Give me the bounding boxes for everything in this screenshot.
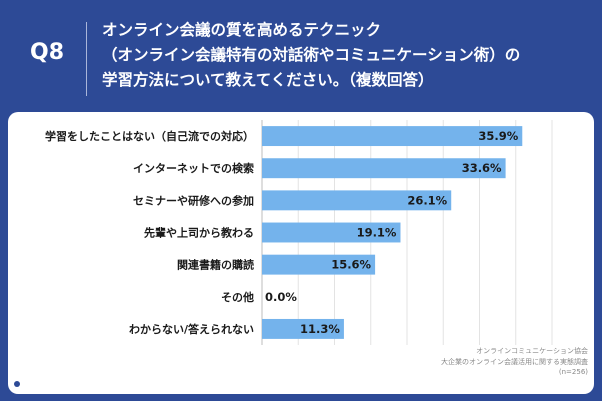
source-line: (n=256) (558, 368, 588, 376)
value-label: 26.1% (407, 193, 447, 207)
value-label: 33.6% (462, 161, 502, 175)
question-title-line: 学習方法について教えてください。（複数回答） (102, 71, 434, 89)
value-label: 0.0% (265, 290, 297, 304)
logo-mark-icon (10, 377, 24, 391)
category-label: 関連書籍の購読 (177, 258, 254, 272)
question-title: オンライン会議の質を高めるテクニック （オンライン会議特有の対話術やコミュニケー… (102, 18, 592, 93)
category-label: インターネットでの検索 (133, 161, 254, 175)
source-line: 大企業のオンライン会議活用に関する実態調査 (441, 357, 588, 366)
bar (262, 222, 401, 243)
category-label: その他 (221, 290, 254, 304)
value-label: 19.1% (357, 226, 397, 240)
bar (262, 126, 523, 147)
value-label: 15.6% (331, 258, 371, 272)
logo-text: リサピー (27, 378, 80, 394)
bar (262, 190, 452, 211)
category-label: わからない/答えられない (129, 322, 254, 336)
source-note: オンラインコミュニケーション協会 大企業のオンライン会議活用に関する実態調査 (… (368, 346, 588, 378)
question-title-line: （オンライン会議特有の対話術やコミュニケーション術）の (102, 46, 521, 64)
category-label: 先輩や上司から教わる (144, 226, 254, 240)
bar (262, 158, 506, 179)
category-label: 学習をしたことはない（自己流での対応） (45, 129, 254, 143)
question-number: Q8 (30, 40, 65, 65)
value-label: 35.9% (478, 129, 518, 143)
category-label: セミナーや研修への参加 (133, 193, 254, 207)
bar (262, 318, 344, 339)
header-divider (86, 22, 87, 96)
bar (262, 254, 376, 275)
question-title-line: オンライン会議の質を高めるテクニック (102, 21, 382, 39)
brand-logo: リサピー (10, 376, 80, 394)
source-line: オンラインコミュニケーション協会 (476, 347, 588, 355)
header: Q8 オンライン会議の質を高めるテクニック （オンライン会議特有の対話術やコミュ… (0, 0, 602, 112)
value-label: 11.3% (300, 322, 340, 336)
